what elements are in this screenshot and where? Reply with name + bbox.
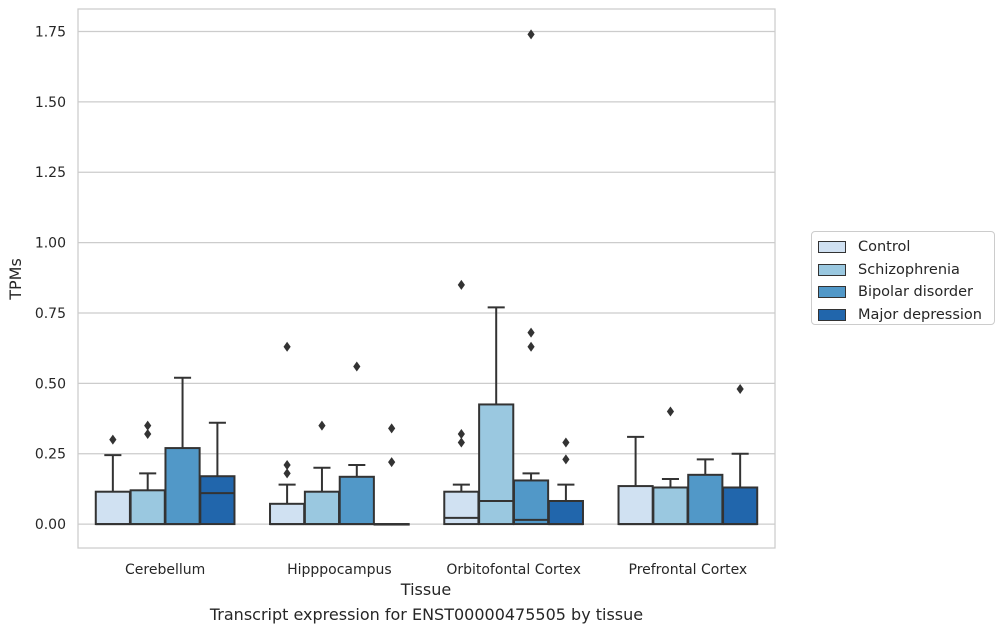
x-tick-label: Orbitofontal Cortex bbox=[446, 562, 581, 578]
flier-point bbox=[666, 406, 675, 417]
legend-item: Bipolar disorder bbox=[818, 281, 994, 304]
box-0-1 bbox=[269, 341, 306, 526]
flier-point bbox=[562, 437, 570, 448]
x-axis-label: Tissue bbox=[400, 580, 451, 599]
box-body bbox=[303, 490, 341, 526]
box-body bbox=[687, 473, 724, 526]
box-body bbox=[547, 499, 584, 526]
box-2-3 bbox=[687, 458, 724, 526]
box-body bbox=[443, 490, 480, 526]
flier-point bbox=[318, 420, 326, 431]
y-axis-label: TPMs bbox=[6, 258, 25, 301]
y-tick-label: 0.00 bbox=[35, 517, 66, 533]
legend-label: Bipolar disorder bbox=[858, 284, 973, 301]
flier-point bbox=[562, 454, 570, 465]
box-1-3 bbox=[652, 406, 689, 526]
box-2-2 bbox=[512, 29, 550, 526]
box-1-1 bbox=[303, 420, 341, 526]
box-2-0 bbox=[164, 376, 201, 526]
box-3-1 bbox=[373, 423, 410, 526]
box-body bbox=[199, 475, 236, 526]
flier-point bbox=[144, 420, 152, 431]
legend-item: Schizophrenia bbox=[818, 259, 994, 282]
flier-point bbox=[457, 437, 465, 448]
box-1-0 bbox=[129, 420, 166, 526]
box-0-0 bbox=[94, 434, 131, 526]
box-0-2 bbox=[443, 279, 480, 526]
box-body bbox=[94, 490, 131, 526]
y-tick-label: 0.25 bbox=[35, 447, 66, 463]
flier-point bbox=[457, 429, 465, 440]
y-tick-label: 0.75 bbox=[35, 306, 66, 322]
box-body bbox=[164, 447, 201, 526]
legend-item: Major depression bbox=[818, 304, 994, 327]
x-axis-ticks: Cerebellum Hipppocampus Orbitofontal Corte… bbox=[125, 562, 747, 578]
box-body bbox=[512, 479, 550, 526]
flier-point bbox=[144, 429, 152, 440]
x-tick-label: Cerebellum bbox=[125, 562, 205, 578]
box-0-3 bbox=[617, 435, 654, 526]
flier-point bbox=[457, 279, 465, 290]
flier-point bbox=[388, 423, 396, 434]
legend-item: Control bbox=[818, 236, 994, 259]
flier-point bbox=[283, 468, 291, 479]
legend: Control Schizophrenia Bipolar disorder Majo… bbox=[811, 231, 995, 325]
box-body bbox=[129, 489, 166, 526]
y-tick-label: 0.50 bbox=[35, 376, 66, 392]
flier-point bbox=[283, 341, 291, 352]
box-1-2 bbox=[478, 306, 515, 526]
flier-point bbox=[353, 361, 361, 372]
legend-label: Schizophrenia bbox=[858, 261, 960, 278]
legend-label: Major depression bbox=[858, 306, 982, 323]
x-tick-label: Prefrontal Cortex bbox=[629, 562, 748, 578]
x-tick-label: Hipppocampus bbox=[287, 562, 392, 578]
box-body bbox=[338, 475, 375, 526]
y-tick-label: 1.50 bbox=[35, 95, 66, 111]
flier-point bbox=[527, 327, 535, 338]
y-axis-ticks: 0.00 0.25 0.50 0.75 1.00 1.25 1.50 1.75 bbox=[35, 25, 66, 534]
y-tick-label: 1.00 bbox=[35, 236, 66, 252]
flier-point bbox=[527, 341, 535, 352]
flier-point bbox=[109, 434, 117, 445]
legend-swatch bbox=[818, 308, 846, 321]
flier-point bbox=[736, 383, 744, 394]
box-body bbox=[478, 403, 515, 526]
y-tick-label: 1.75 bbox=[35, 25, 66, 41]
flier-point bbox=[527, 29, 535, 40]
y-tick-label: 1.25 bbox=[35, 165, 66, 181]
legend-label: Control bbox=[858, 239, 911, 256]
box-body bbox=[722, 486, 759, 526]
chart-caption: Transcript expression for ENST0000047550… bbox=[209, 605, 644, 624]
box-2-1 bbox=[338, 361, 375, 526]
box-3-3 bbox=[722, 383, 759, 526]
flier-point bbox=[283, 459, 291, 470]
box-body bbox=[652, 486, 689, 526]
legend-swatch bbox=[818, 263, 846, 276]
box-plot-series bbox=[94, 29, 759, 526]
legend-swatch bbox=[818, 286, 846, 299]
box-3-2 bbox=[547, 437, 584, 526]
plot-area-frame bbox=[77, 8, 776, 549]
box-body bbox=[269, 502, 306, 526]
flier-point bbox=[388, 457, 396, 468]
box-body bbox=[617, 485, 654, 526]
legend-swatch bbox=[818, 241, 846, 254]
box-3-0 bbox=[199, 421, 236, 526]
